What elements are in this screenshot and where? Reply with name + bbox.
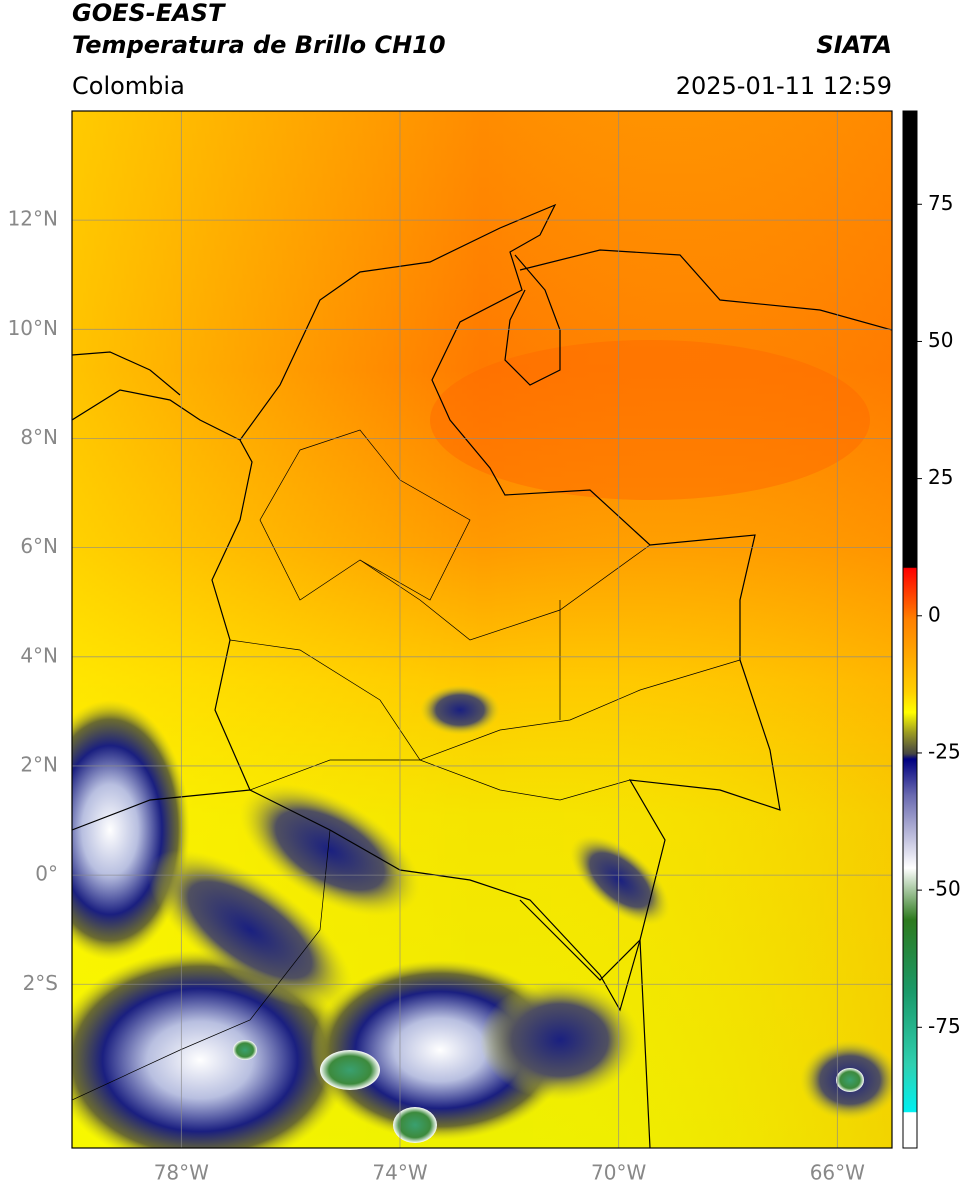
lat-tick-label: 10°N [8,316,58,340]
lon-tick-label: 70°W [591,1161,646,1185]
map-image [72,111,892,1148]
map-frame [71,110,893,1149]
lon-tick-label: 78°W [154,1161,209,1185]
colorbar-tick-label: 25 [928,465,953,489]
lat-tick-label: 2°S [23,971,58,995]
lat-tick-label: 4°N [20,643,58,667]
colorbar-tick-label: -75 [928,1014,961,1038]
colorbar [902,110,918,1149]
graticule [72,111,892,1148]
lat-tick-label: 6°N [20,534,58,558]
lon-tick-label: 74°W [372,1161,427,1185]
region-label: Colombia [72,72,185,100]
lon-tick-label: 66°W [810,1161,865,1185]
lat-tick-label: 12°N [8,207,58,231]
colorbar-tick-label: 0 [928,602,941,626]
colorbar-tick-label: 50 [928,328,953,352]
lat-tick-label: 2°N [20,752,58,776]
colorbar-tick-label: -50 [928,877,961,901]
lat-tick-label: 8°N [20,425,58,449]
colorbar-tick-label: 75 [928,191,953,215]
product-title: Temperatura de Brillo CH10 [72,31,446,59]
lat-tick-label: 0° [35,862,58,886]
source-title: SIATA [816,31,892,59]
datetime-label: 2025-01-11 12:59 [676,72,892,100]
colorbar-tick-label: -25 [928,739,961,763]
satellite-title: GOES-EAST [72,0,226,27]
